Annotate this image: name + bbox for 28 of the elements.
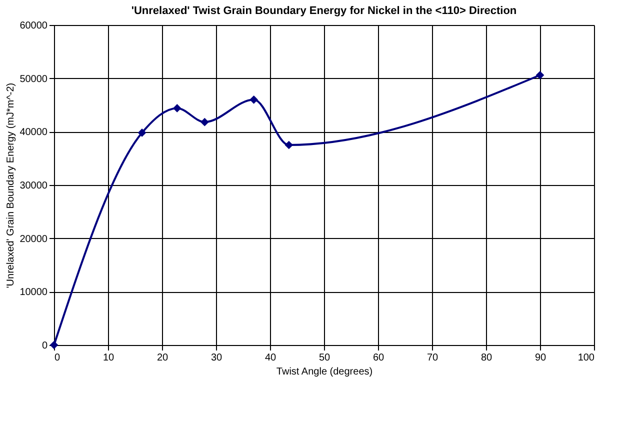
point — [138, 128, 146, 137]
y-tick-label: 20000 — [20, 234, 48, 245]
y-tick-label: 40000 — [20, 127, 48, 138]
y-tick-label: 10000 — [20, 287, 48, 298]
point — [50, 340, 58, 350]
x-tick-label: 40 — [264, 352, 276, 364]
x-tick-label: 0 — [54, 352, 60, 364]
x-tick-label: 60 — [372, 352, 384, 364]
x-tick-label: 50 — [318, 352, 330, 364]
x-tick-label: 90 — [534, 352, 546, 364]
y-tick-label: 60000 — [20, 20, 48, 32]
x-tick-label: 30 — [210, 352, 222, 364]
y-tick-label: 30000 — [20, 180, 48, 192]
y-axis-title: 'Unrelaxed' Grain Boundary Energy (mJ*m^-2) — [6, 82, 17, 288]
x-tick-label: 80 — [480, 352, 492, 364]
point — [250, 95, 258, 104]
point — [284, 140, 294, 150]
point — [172, 104, 182, 112]
chart-title: 'Unrelaxed' Twist Grain Boundary Energy for Nickel in the <110> Direction — [131, 5, 517, 17]
x-tick-label: 20 — [156, 352, 168, 364]
x-tick-label: 100 — [578, 352, 595, 364]
point — [200, 118, 209, 126]
y-tick-label: 0 — [42, 340, 48, 352]
x-tick-label: 70 — [426, 352, 438, 364]
y-tick-label: 50000 — [20, 74, 48, 85]
x-axis-title: Twist Angle (degrees) — [276, 366, 373, 378]
x-tick-label: 10 — [102, 352, 114, 364]
point — [536, 70, 544, 80]
